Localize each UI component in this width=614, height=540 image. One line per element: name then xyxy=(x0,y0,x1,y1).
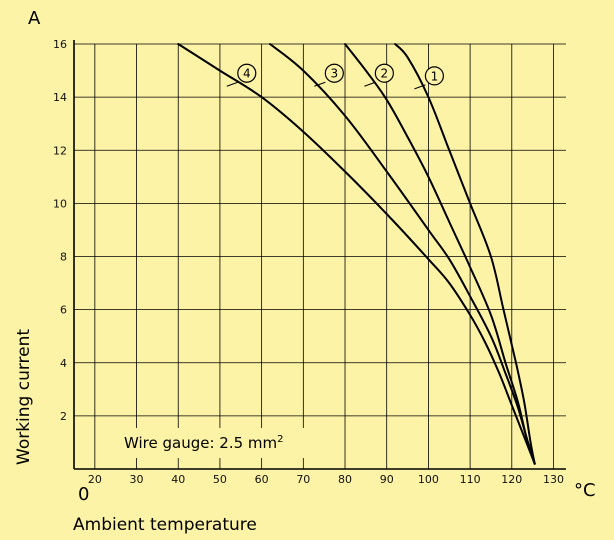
series-marker-label: 3 xyxy=(331,67,339,81)
y-tick-label: 6 xyxy=(60,304,67,317)
wire-gauge-text: Wire gauge: 2.5 mm xyxy=(124,434,277,452)
y-axis-title: Working current xyxy=(14,329,34,465)
annotation-background xyxy=(118,428,332,458)
series-marker-label: 2 xyxy=(381,67,389,81)
series-marker-circle xyxy=(237,63,257,83)
y-tick-label: 10 xyxy=(53,197,67,210)
series-marker-circle xyxy=(374,63,394,83)
grid-lines xyxy=(74,43,566,469)
y-tick-label: 12 xyxy=(53,144,67,157)
series-marker-leader xyxy=(364,81,376,87)
series-marker-circle xyxy=(424,66,445,86)
series-curve-1 xyxy=(394,43,536,465)
x-tick-label: 20 xyxy=(88,473,102,486)
x-tick-label: 120 xyxy=(501,473,522,486)
curves xyxy=(177,43,536,465)
x-tick-label: 30 xyxy=(130,473,144,486)
series-curve-2 xyxy=(344,43,536,465)
x-axis-title: Ambient temperature xyxy=(73,515,257,535)
axes xyxy=(73,40,566,470)
x-tick-label: 130 xyxy=(543,473,564,486)
x-unit-label: °C xyxy=(574,480,596,501)
series-curve-3 xyxy=(269,43,536,465)
y-tick-labels: 2 4 6 8 10 12 14 16 xyxy=(53,38,67,423)
series-marker-leader xyxy=(226,81,238,87)
x-tick-label: 50 xyxy=(213,473,227,486)
x-tick-label: 100 xyxy=(418,473,439,486)
series-curve-4 xyxy=(177,43,536,465)
y-unit-label: A xyxy=(28,8,41,29)
series-marker-circle xyxy=(324,63,344,83)
y-tick-label: 2 xyxy=(60,410,67,423)
x-tick-label: 80 xyxy=(338,473,352,486)
y-tick-label: 4 xyxy=(60,357,67,370)
series-markers: 1 2 3 4 xyxy=(226,63,445,90)
x-tick-label: 90 xyxy=(380,473,394,486)
series-marker-label: 4 xyxy=(243,67,251,81)
x-tick-label: 70 xyxy=(296,473,310,486)
y-tick-label: 8 xyxy=(60,251,67,264)
wire-gauge-annotation: Wire gauge: 2.5 mm2 xyxy=(124,434,284,452)
series-marker-leader xyxy=(314,81,326,87)
x-tick-labels: 20 30 40 50 60 70 80 90 100 110 120 130 xyxy=(88,473,564,486)
x-tick-label: 60 xyxy=(255,473,269,486)
x-tick-label: 40 xyxy=(171,473,185,486)
y-tick-label: 14 xyxy=(53,91,67,104)
series-marker-label: 1 xyxy=(431,69,439,83)
y-tick-label: 16 xyxy=(53,38,67,51)
origin-label: 0 xyxy=(78,484,89,505)
wire-gauge-superscript: 2 xyxy=(277,434,283,445)
series-marker-leader xyxy=(414,84,426,90)
x-tick-label: 110 xyxy=(460,473,481,486)
